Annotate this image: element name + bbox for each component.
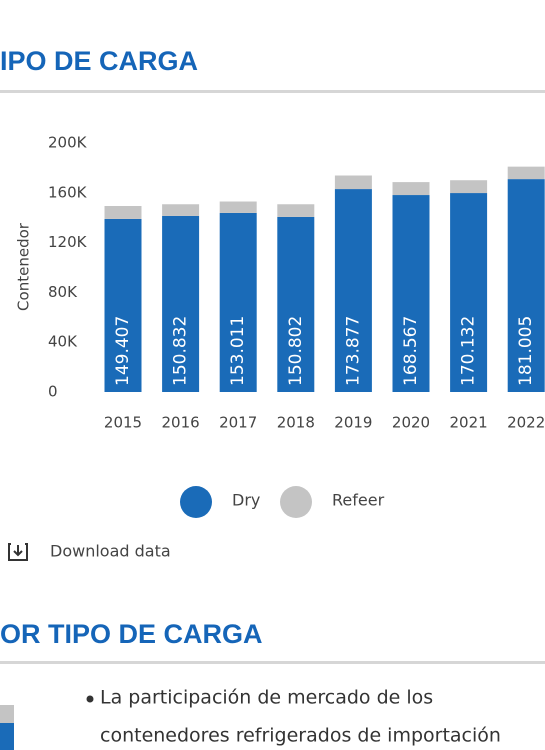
- y-tick-label: 160K: [48, 183, 88, 201]
- data-label: 168.567: [401, 316, 421, 386]
- bullet-text: La participación de mercado de los: [100, 687, 433, 709]
- bar-segment: [450, 193, 488, 392]
- y-tick-label: 40K: [48, 333, 78, 351]
- y-axis-label: Contenedor: [15, 222, 33, 311]
- data-label: 150.802: [286, 316, 306, 386]
- data-label: 150.832: [171, 316, 191, 386]
- y-tick-label: 80K: [48, 283, 78, 301]
- y-tick-label: 200K: [48, 134, 88, 152]
- y-tick-label: 0: [48, 383, 58, 401]
- partial-chart: [0, 705, 14, 723]
- data-label: 181.005: [516, 316, 536, 386]
- download-button[interactable]: Download data: [8, 542, 171, 561]
- x-tick-label: 2020: [392, 414, 430, 432]
- bullet: [86, 695, 94, 703]
- bar-segment: [219, 201, 257, 213]
- data-label: 149.407: [113, 316, 133, 386]
- section-title: IPO DE CARGA: [0, 46, 198, 76]
- bar-segment: [392, 182, 430, 196]
- bar-segment: [392, 195, 430, 392]
- legend-swatch: [280, 486, 312, 518]
- bar-segment: [334, 189, 372, 392]
- bar-segment: [219, 212, 257, 392]
- y-tick-label: 120K: [48, 233, 88, 251]
- bar-segment: [104, 205, 142, 219]
- bar-segment: [450, 180, 488, 194]
- x-tick-label: 2016: [162, 414, 200, 432]
- x-tick-label: 2019: [334, 414, 372, 432]
- download-icon: [13, 545, 23, 557]
- divider: [0, 90, 545, 93]
- divider: [0, 661, 545, 664]
- x-tick-label: 2017: [219, 414, 257, 432]
- bar-segment: [104, 218, 142, 392]
- data-label: 170.132: [459, 316, 479, 386]
- bar-segment: [277, 204, 315, 217]
- data-label: 153.011: [228, 316, 248, 386]
- data-label: 173.877: [343, 316, 363, 386]
- bar-segment: [507, 166, 545, 180]
- download-link[interactable]: Download data: [50, 542, 171, 561]
- bar-segment: [334, 175, 372, 190]
- x-tick-label: 2021: [450, 414, 488, 432]
- download-icon: [8, 543, 28, 561]
- section-title: OR TIPO DE CARGA: [0, 619, 263, 649]
- legend: Dry Refeer: [180, 486, 385, 518]
- legend-swatch: [180, 486, 212, 518]
- bullet-text: contenedores refrigerados de importación: [100, 725, 501, 747]
- bar-segment: [277, 216, 315, 392]
- legend-label: Dry: [232, 491, 260, 510]
- bar-segment: [507, 179, 545, 392]
- x-tick-label: 2018: [277, 414, 315, 432]
- x-tick-label: 2015: [104, 414, 142, 432]
- bar-segment: [162, 215, 200, 392]
- legend-label: Refeer: [332, 491, 385, 510]
- bar-segment: [162, 204, 200, 216]
- x-tick-label: 2022: [507, 414, 545, 432]
- partial-chart: [0, 723, 14, 750]
